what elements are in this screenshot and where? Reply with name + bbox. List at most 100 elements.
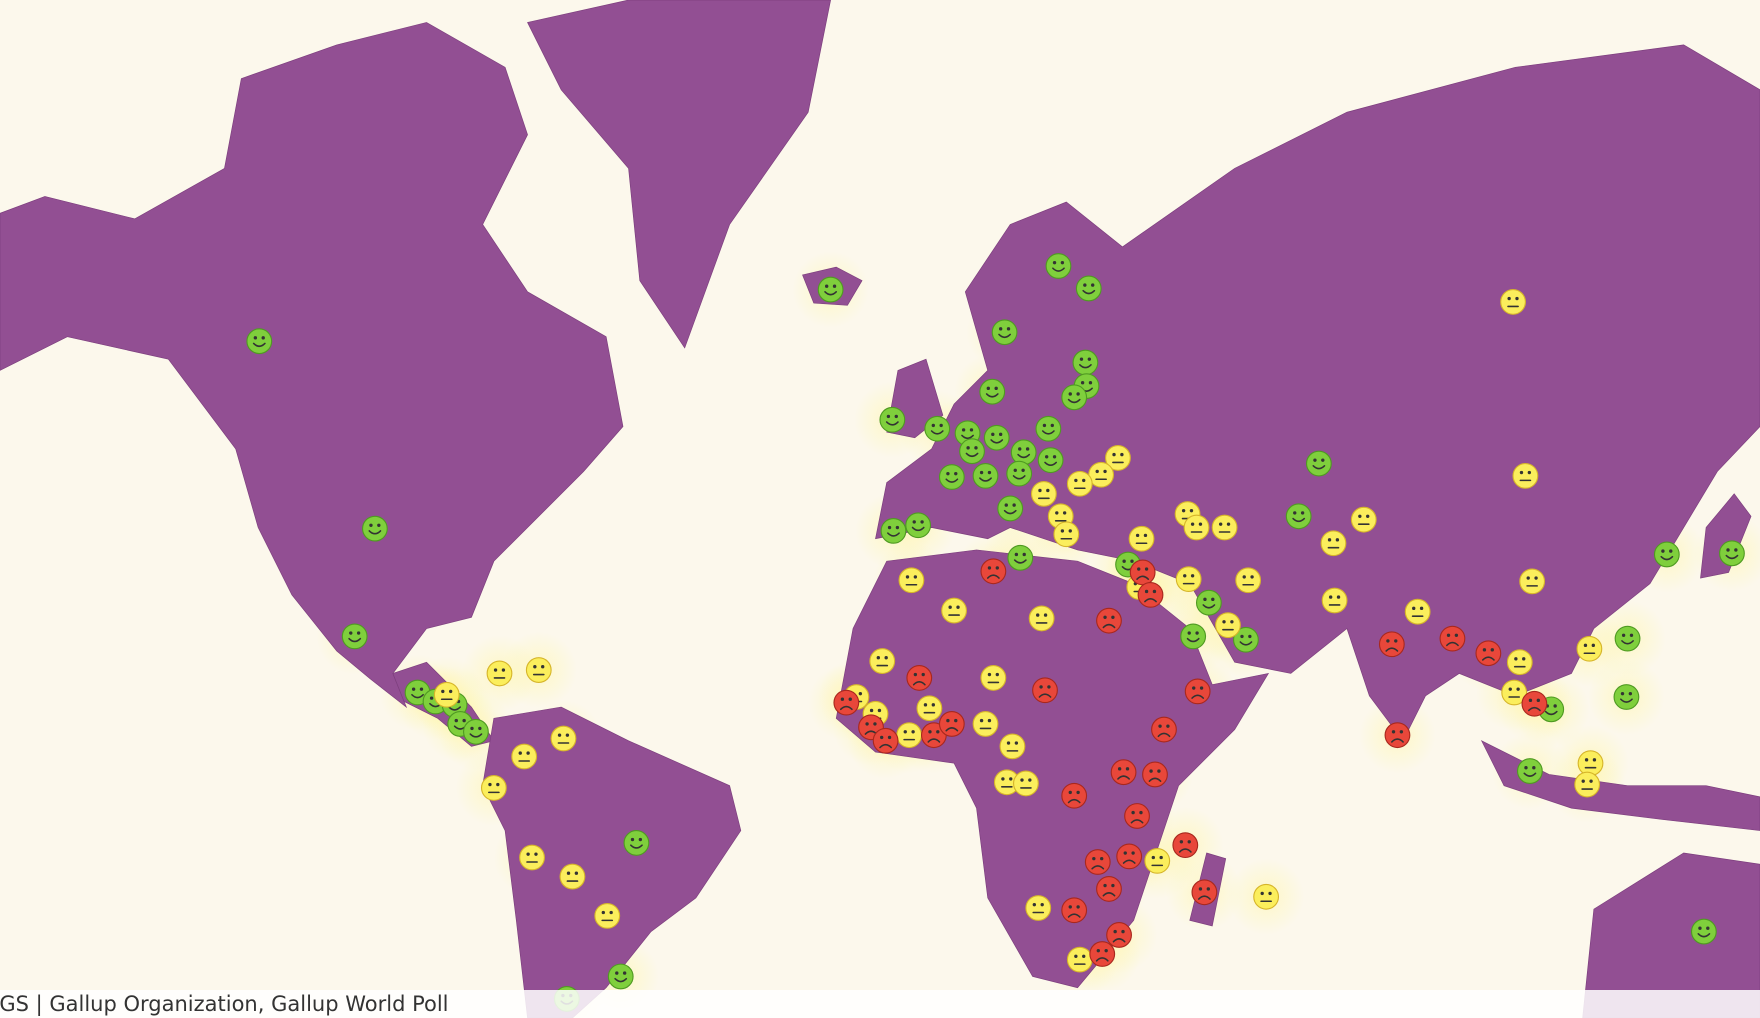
mouth	[885, 421, 899, 426]
eye	[518, 751, 522, 755]
mood-marker	[1719, 540, 1745, 567]
eye	[987, 718, 992, 723]
eye	[1211, 597, 1215, 602]
mood-marker	[1404, 598, 1431, 625]
mouth	[1117, 775, 1130, 780]
eye	[1083, 283, 1087, 287]
eye	[1583, 643, 1588, 648]
face	[879, 406, 906, 433]
mouth	[985, 393, 999, 398]
mouth	[1186, 637, 1200, 643]
mood-marker	[607, 963, 634, 990]
eye	[1412, 606, 1416, 611]
mood-marker	[1089, 941, 1116, 967]
mood-marker	[833, 689, 860, 716]
eye	[876, 656, 880, 660]
eye	[1335, 538, 1340, 542]
face	[1013, 770, 1039, 797]
eye	[1120, 452, 1124, 457]
face	[1032, 677, 1058, 704]
mouth	[1292, 517, 1306, 523]
eye	[534, 852, 538, 856]
face	[980, 558, 1007, 585]
mood-marker	[1129, 559, 1156, 586]
eye	[1062, 511, 1067, 515]
mood-marker	[1053, 521, 1080, 548]
mood-marker	[1025, 895, 1052, 921]
mood-marker	[1195, 589, 1222, 616]
eye	[454, 718, 458, 723]
face	[938, 464, 965, 490]
mood-marker	[1072, 349, 1099, 376]
face	[1475, 640, 1502, 667]
mouth	[945, 478, 959, 483]
face	[1075, 275, 1102, 302]
face	[1519, 568, 1546, 595]
mood-marker	[341, 623, 368, 650]
eye	[419, 687, 424, 691]
face	[898, 567, 925, 594]
eye	[630, 837, 635, 842]
eye	[1123, 851, 1127, 855]
mouth	[1102, 892, 1116, 897]
eye	[1039, 685, 1043, 689]
eye	[895, 525, 900, 530]
eye	[1074, 954, 1078, 958]
eye	[1103, 469, 1107, 474]
mood-marker	[1253, 883, 1280, 910]
eye	[1226, 522, 1231, 526]
mood-marker	[1690, 918, 1717, 945]
mood-marker	[1172, 832, 1199, 859]
face	[1116, 843, 1143, 870]
eye	[974, 446, 978, 450]
eye	[1386, 639, 1390, 643]
eye	[905, 575, 910, 579]
face	[1653, 541, 1680, 568]
eye	[1076, 905, 1080, 909]
mouth	[1130, 819, 1144, 824]
face	[1124, 803, 1150, 829]
eye	[1248, 634, 1252, 639]
eye	[1189, 509, 1194, 513]
eye	[1399, 730, 1404, 734]
mouth	[1102, 623, 1116, 629]
face	[1253, 883, 1280, 910]
eye	[565, 733, 570, 737]
mood-marker	[879, 406, 906, 433]
eye	[1190, 522, 1195, 526]
face	[997, 495, 1024, 522]
eye	[969, 428, 974, 432]
mood-marker	[1084, 849, 1111, 875]
eye	[1112, 452, 1116, 457]
face	[1516, 758, 1543, 784]
eye	[1152, 589, 1157, 594]
eye	[1198, 522, 1203, 526]
eye	[1242, 575, 1246, 579]
mood-marker	[480, 775, 507, 801]
mood-marker	[924, 415, 951, 442]
mouth	[1148, 777, 1162, 782]
face	[463, 718, 489, 745]
face	[1066, 946, 1093, 973]
eye	[1726, 548, 1730, 552]
eye	[1022, 552, 1026, 557]
eye	[1076, 790, 1080, 795]
mood-marker	[1516, 758, 1543, 784]
eye	[1534, 576, 1538, 580]
mouth	[945, 727, 959, 732]
eye	[987, 566, 992, 570]
mood-marker	[972, 462, 999, 489]
mood-marker	[1320, 530, 1347, 557]
eye	[1394, 639, 1398, 643]
eye	[1131, 810, 1135, 815]
face	[959, 438, 985, 465]
face	[906, 665, 933, 691]
mouth	[1012, 475, 1026, 480]
eye	[369, 523, 373, 527]
eye	[1047, 685, 1051, 689]
eye	[1052, 260, 1057, 265]
eye	[913, 672, 918, 677]
face	[983, 424, 1010, 451]
eye	[1025, 447, 1030, 451]
eye	[894, 414, 898, 419]
